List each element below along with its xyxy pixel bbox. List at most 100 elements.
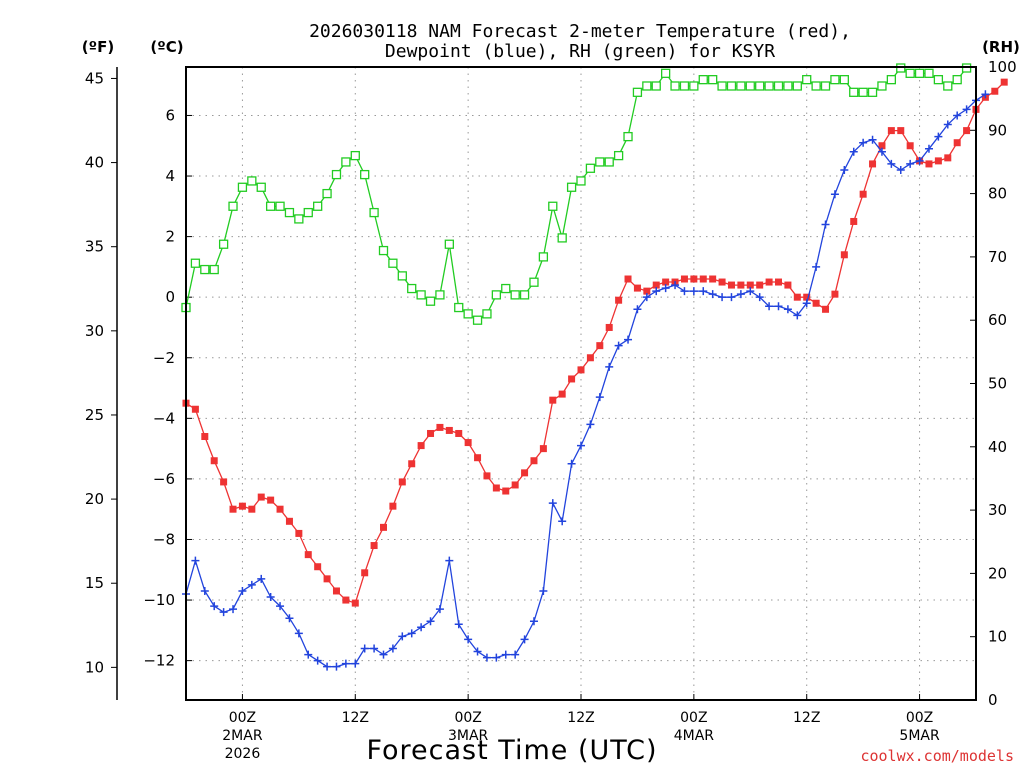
temperature-point bbox=[925, 160, 933, 168]
chart-title-line-2: Dewpoint (blue), RH (green) for KSYR bbox=[385, 41, 775, 62]
dewpoint-point bbox=[539, 586, 548, 595]
dewpoint-point bbox=[445, 556, 454, 565]
dewpoint-point bbox=[765, 302, 774, 311]
rh-point bbox=[604, 157, 614, 167]
x-tick-year: 2026 bbox=[225, 746, 261, 762]
x-tick-label: 00Z bbox=[454, 710, 481, 726]
temperature-point bbox=[370, 542, 378, 550]
rh-point bbox=[576, 176, 586, 186]
rh-tick-label: 70 bbox=[988, 248, 1007, 266]
temperature-point bbox=[822, 305, 830, 313]
dewpoint-point bbox=[793, 311, 802, 320]
rh-tick-label: 80 bbox=[988, 185, 1007, 203]
temperature-line bbox=[185, 81, 1005, 604]
dewpoint-line bbox=[185, 93, 986, 668]
rh-point bbox=[548, 201, 558, 211]
celsius-tick-label: −2 bbox=[153, 349, 175, 367]
rh-point bbox=[407, 283, 417, 294]
dewpoint-point bbox=[492, 653, 501, 662]
rh-point bbox=[924, 68, 934, 78]
temperature-point bbox=[963, 127, 971, 135]
dewpoint-point bbox=[370, 644, 379, 653]
dewpoint-point bbox=[520, 635, 529, 644]
rh-tick-label: 40 bbox=[988, 438, 1007, 456]
temperature-point bbox=[765, 278, 773, 286]
rh-point bbox=[275, 201, 285, 211]
dewpoint-point bbox=[238, 586, 247, 595]
dewpoint-point bbox=[981, 90, 990, 99]
rh-point bbox=[867, 87, 878, 97]
temperature-point bbox=[210, 457, 218, 465]
temperature-point bbox=[887, 127, 895, 135]
temperature-point bbox=[699, 275, 707, 283]
rh-point bbox=[660, 68, 671, 78]
dewpoint-point bbox=[379, 650, 388, 659]
dewpoint-point bbox=[783, 305, 792, 314]
temperature-point bbox=[869, 160, 877, 168]
temperature-point bbox=[238, 502, 246, 510]
dewpoint-point bbox=[633, 305, 642, 314]
x-tick-label: 12Z bbox=[567, 710, 594, 726]
rh-line bbox=[185, 67, 968, 321]
rh-point bbox=[651, 81, 661, 91]
dewpoint-point bbox=[294, 629, 303, 638]
temperature-point bbox=[342, 596, 350, 604]
rh-point bbox=[397, 271, 407, 281]
temperature-point bbox=[1000, 78, 1008, 86]
rh-point bbox=[585, 163, 596, 173]
temperature-point bbox=[558, 390, 566, 398]
rh-point bbox=[830, 75, 840, 85]
temperature-point bbox=[304, 551, 312, 559]
fahrenheit-tick-label: 25 bbox=[85, 406, 104, 424]
x-tick-date: 2MAR bbox=[222, 728, 263, 744]
rh-point bbox=[341, 157, 351, 167]
plot-frame bbox=[185, 66, 977, 701]
temperature-point bbox=[492, 484, 500, 492]
dewpoint-point bbox=[943, 120, 952, 129]
temperature-point bbox=[643, 287, 651, 295]
dewpoint-point bbox=[454, 620, 463, 629]
dewpoint-point bbox=[774, 302, 783, 311]
dewpoint-point bbox=[435, 605, 444, 614]
temperature-point bbox=[944, 154, 952, 162]
rh-point bbox=[369, 207, 379, 218]
rh-point bbox=[322, 188, 332, 199]
rh-tick-label: 90 bbox=[988, 121, 1007, 139]
rh-tick-label: 100 bbox=[988, 58, 1017, 76]
dewpoint-point bbox=[595, 393, 604, 402]
temperature-point bbox=[784, 281, 792, 289]
axis-ticks: 6420−2−4−6−8−10−124540353025201510100908… bbox=[85, 58, 1017, 762]
temperature-point bbox=[464, 439, 472, 447]
temperature-point bbox=[436, 423, 444, 431]
rh-point bbox=[190, 258, 201, 268]
dewpoint-point bbox=[736, 290, 745, 299]
temperature-point bbox=[680, 275, 688, 283]
rh-point bbox=[783, 81, 793, 91]
temperature-point bbox=[906, 142, 914, 150]
temperature-point bbox=[295, 529, 303, 537]
rh-point bbox=[670, 81, 680, 91]
temperature-point bbox=[502, 487, 510, 495]
rh-point bbox=[228, 201, 238, 211]
rh-point bbox=[256, 182, 266, 192]
dewpoint-point bbox=[689, 287, 698, 296]
rh-point bbox=[886, 75, 897, 85]
dewpoint-point bbox=[849, 147, 858, 156]
dewpoint-series bbox=[182, 90, 990, 671]
rh-point bbox=[905, 68, 915, 78]
fahrenheit-tick-label: 10 bbox=[85, 658, 104, 676]
celsius-axis-unit: (ºC) bbox=[150, 38, 183, 56]
fahrenheit-tick-label: 35 bbox=[85, 238, 104, 256]
rh-point bbox=[416, 290, 426, 300]
temperature-point bbox=[690, 275, 698, 283]
temperature-point bbox=[549, 396, 557, 404]
dewpoint-point bbox=[229, 605, 238, 614]
temperature-point bbox=[285, 517, 293, 525]
rh-point bbox=[613, 150, 624, 161]
rh-point bbox=[209, 264, 219, 275]
dewpoint-point bbox=[605, 362, 614, 371]
temperature-point bbox=[624, 275, 632, 283]
x-tick-label: 00Z bbox=[906, 710, 933, 726]
rh-point bbox=[849, 87, 859, 97]
fahrenheit-tick-label: 30 bbox=[85, 322, 104, 340]
